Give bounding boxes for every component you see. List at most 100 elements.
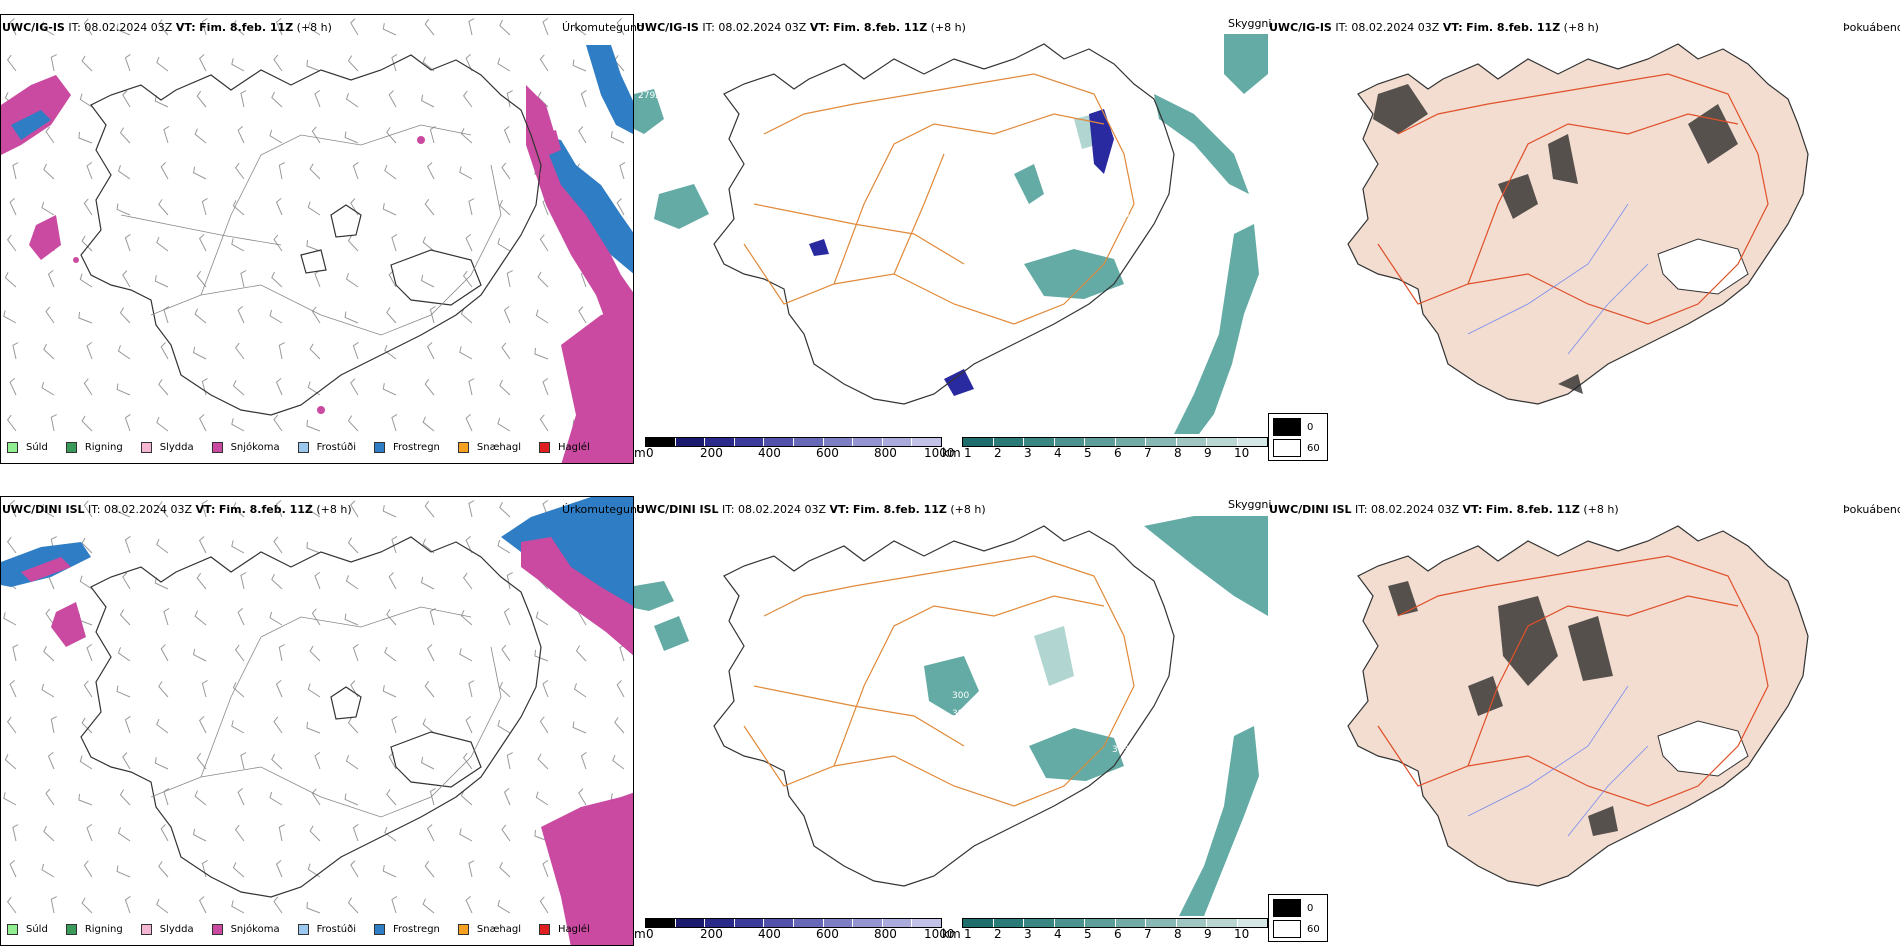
colorbar-segment [912,919,941,927]
colorbar-segment [734,438,765,446]
wind-barb [232,200,245,216]
legend-item: Frostregn [374,442,440,453]
wind-barb [465,414,473,432]
precip-map-row2 [1,497,633,945]
vis-labels: 346 300 388 373 [952,675,1129,755]
wind-barb [539,234,549,252]
wind-barb [501,824,511,842]
legend-label: Snæhagl [476,442,522,453]
wind-barb [384,646,397,662]
wind-barb [237,788,245,806]
wind-barb [384,344,397,360]
wind-barb [231,540,245,554]
wind-barb [422,416,435,432]
wind-barb [198,536,207,554]
precip-type-panel-row1: Súld Rigning Slydda Snjókoma Frostúði Frostre… [0,14,634,464]
wind-barb [499,501,511,518]
wind-barb [45,788,55,806]
wind-barb [86,643,93,662]
wind-barb [196,90,207,108]
wind-barb [386,307,397,324]
wind-barb [86,341,93,360]
wind-barb [6,54,17,72]
wind-barb [347,717,359,734]
fog-map-row1 [1347,43,1809,405]
wind-barb [240,270,247,288]
wind-barb [345,575,359,590]
glacier-white [1657,238,1749,295]
wind-barb [278,342,285,360]
wind-barb [6,234,17,252]
wind-barb [391,895,398,914]
wind-barb [307,863,321,878]
wind-barb [345,755,359,770]
wind-barb [468,500,475,518]
wind-barb [382,685,397,698]
wind-barb [347,897,359,914]
wind-barb [499,199,511,216]
wind-barb [309,163,321,180]
wind-barb [6,536,17,554]
wind-barb [537,753,549,770]
wind-barb [311,126,321,144]
wind-barb [4,272,17,288]
wind-barb [506,752,513,770]
wind-barb [391,53,398,72]
svg-text:2792: 2792 [638,91,661,101]
wind-barb [347,415,359,432]
wind-barb [6,414,17,432]
legend-label: Frostregn [393,924,440,935]
wind-barb [81,235,93,252]
wind-barb [384,826,397,842]
wind-barb [273,414,283,432]
wind-barb [50,716,57,734]
wind-barb [539,414,549,432]
roads-orange [743,555,1135,807]
wind-barb [580,89,587,108]
precip-legend-row2: Súld Rigning Slydda Snjókoma Frostúði Frostre… [7,924,608,935]
wind-barb [116,383,131,396]
wind-barb [86,161,93,180]
svg-text:300: 300 [952,691,969,701]
wind-barb [534,347,549,360]
ceiling-colorbar-row2 [645,918,942,928]
wind-barb [234,162,245,180]
wind-barb [43,645,55,662]
wind-barb [194,308,207,324]
fog-areas [634,516,1268,916]
colorbar-segment [646,919,676,927]
wind-barb [78,131,93,144]
colorbar-segment [793,438,824,446]
wind-barb [352,643,359,662]
wind-barb [116,685,131,698]
iceland-outline [713,43,1175,405]
wind-barb [578,788,587,806]
fog-legend-row1: 0 60 [1268,413,1328,461]
wind-barb [497,237,511,252]
wind-barbs [3,17,626,432]
colorbar-segment [993,438,1024,446]
wind-barb [426,824,435,842]
wind-barb [424,500,435,518]
wind-barb [420,576,435,590]
wind-barb [534,649,549,662]
fog-map-row2 [1347,525,1809,887]
wind-barb [237,306,245,324]
colorbar-segment [823,438,854,446]
wind-barb [278,644,285,662]
wind-barb [43,343,55,360]
wind-barb [388,752,397,770]
model-name: UWC/IG-IS [2,21,65,34]
wind-barb [232,20,245,36]
fog-roads [1377,555,1769,807]
wind-barb [154,577,169,590]
svg-text:216: 216 [774,197,791,207]
title-fog-row1: Þokuábendi [1843,21,1900,34]
roads-orange [743,73,1135,325]
wind-barb [345,93,359,108]
wind-barb [501,342,511,360]
legend-item: Súld [7,442,48,453]
svg-text:3:2: 3:2 [830,182,844,192]
wind-barb [86,823,93,842]
wind-barb [460,128,473,144]
